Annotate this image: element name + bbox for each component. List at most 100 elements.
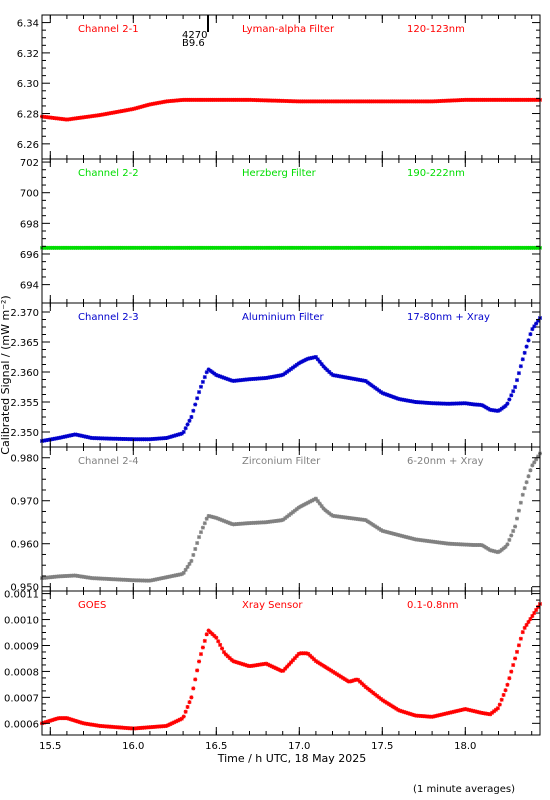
data-point — [237, 661, 242, 666]
data-point — [486, 546, 491, 551]
data-point — [327, 370, 332, 374]
data-point — [503, 688, 508, 693]
data-point — [526, 338, 531, 343]
data-point — [296, 651, 301, 656]
x-tick-label: 16.0 — [122, 741, 144, 752]
data-point — [388, 703, 393, 708]
data-point — [516, 371, 521, 376]
data-point — [179, 431, 184, 436]
data-point — [218, 517, 223, 522]
data-point — [524, 344, 529, 349]
data-point — [503, 544, 508, 549]
data-point — [532, 460, 537, 465]
series-points — [40, 97, 542, 122]
panel-4: 0.950 0.960 0.970 0.980 Channel 2-4 Zirconium… — [10, 446, 542, 594]
data-point — [47, 718, 52, 723]
data-point — [369, 689, 374, 694]
x-tick-label: 18.0 — [454, 741, 476, 752]
data-point — [168, 434, 173, 439]
y-tick-label: 6.30 — [17, 79, 39, 90]
data-point — [198, 384, 203, 389]
data-point — [507, 676, 512, 681]
vertical-marker-label-bottom: B9.6 — [182, 38, 205, 49]
data-point — [528, 616, 533, 621]
data-point — [507, 537, 512, 542]
data-point — [43, 720, 48, 725]
data-point — [200, 645, 205, 650]
data-point — [214, 515, 219, 520]
data-point — [499, 697, 504, 702]
data-point — [227, 521, 232, 526]
data-point — [269, 664, 274, 669]
data-point — [187, 561, 192, 566]
data-point — [327, 511, 332, 516]
data-point — [495, 408, 500, 413]
data-point — [221, 650, 226, 655]
data-point — [174, 719, 179, 724]
data-point — [352, 678, 357, 683]
data-point — [279, 518, 284, 523]
data-point — [534, 457, 539, 462]
data-point — [377, 695, 382, 700]
data-point — [505, 542, 510, 547]
data-point — [377, 388, 382, 393]
data-point — [520, 357, 525, 362]
data-point — [304, 651, 309, 656]
data-point — [518, 364, 523, 369]
data-point — [183, 709, 188, 714]
data-point — [361, 683, 366, 688]
data-point — [64, 716, 69, 721]
data-point — [235, 660, 240, 665]
channel-label: GOES — [78, 600, 106, 611]
data-point — [411, 712, 416, 717]
data-point — [290, 658, 295, 663]
data-point — [292, 656, 297, 661]
data-point — [392, 705, 397, 710]
data-point — [225, 377, 230, 382]
data-point — [164, 436, 169, 440]
filter-label: Aluminium Filter — [242, 312, 325, 323]
data-point — [195, 396, 200, 401]
data-point — [306, 500, 311, 505]
data-point — [319, 662, 324, 667]
data-point — [267, 663, 272, 668]
data-point — [501, 692, 506, 697]
data-point — [357, 679, 362, 684]
data-point — [170, 434, 175, 439]
data-point — [302, 358, 307, 363]
filter-label: Zirconium Filter — [242, 456, 321, 467]
band-label: 6-20nm + Xray — [407, 456, 484, 467]
data-point — [175, 432, 180, 437]
y-tick-label: 0.0007 — [4, 693, 39, 704]
data-point — [497, 408, 502, 413]
data-point — [348, 679, 353, 684]
data-point — [283, 666, 288, 671]
data-point — [131, 106, 136, 111]
data-point — [218, 642, 223, 647]
data-point — [532, 610, 537, 615]
data-point — [488, 712, 493, 717]
data-point — [189, 558, 194, 563]
data-point — [359, 681, 364, 686]
data-point — [323, 366, 328, 371]
data-point — [405, 711, 410, 716]
panel-frame — [41, 302, 541, 448]
data-point — [386, 393, 391, 398]
data-point — [532, 324, 537, 329]
data-point — [331, 669, 336, 674]
data-point — [306, 651, 311, 656]
data-point — [185, 704, 190, 709]
data-point — [195, 668, 200, 673]
data-point — [380, 391, 385, 396]
data-point — [321, 506, 326, 511]
data-point — [319, 504, 324, 509]
data-point — [53, 717, 58, 722]
data-point — [367, 381, 372, 386]
data-point — [187, 418, 192, 423]
data-point — [202, 638, 207, 643]
panel-2: 694 696 698 700 702 Channel 2-2 Herzberg Filte… — [20, 158, 542, 304]
data-point — [486, 406, 491, 411]
data-point — [384, 392, 389, 397]
data-point — [145, 103, 150, 108]
